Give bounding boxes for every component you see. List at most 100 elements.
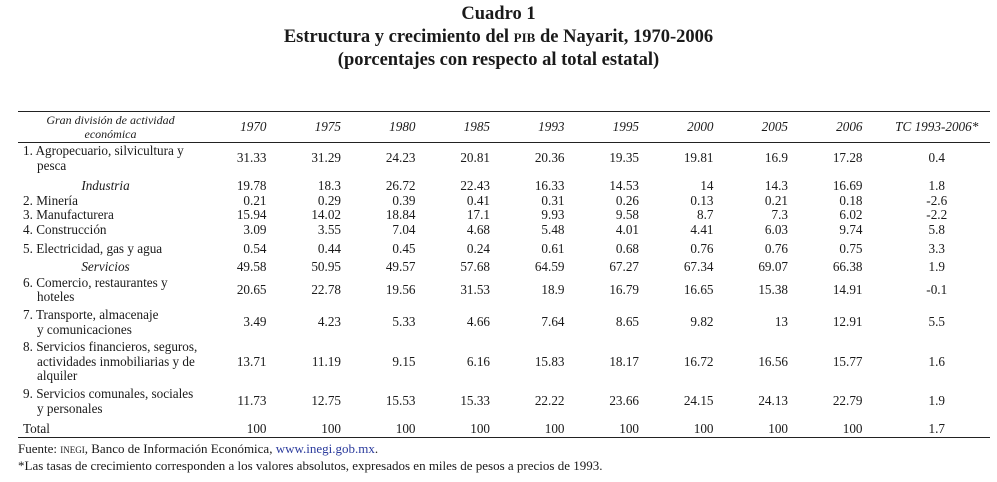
value-cell: 16.72	[683, 353, 714, 369]
value-cell: 7.3	[771, 207, 788, 223]
value-cell: 100	[395, 421, 416, 437]
value-cell: 9.82	[690, 314, 714, 330]
value-cell: 4.23	[317, 314, 341, 330]
header-activity-line1: Gran división de actividad	[46, 113, 175, 127]
header-year: 1975	[314, 118, 341, 134]
activity-label-line: 4. Construcción	[23, 221, 107, 237]
header-year: 2000	[687, 118, 714, 134]
value-cell: 57.68	[460, 259, 490, 275]
header-year: 1993	[538, 118, 565, 134]
value-cell: 0.54	[243, 240, 267, 256]
value-cell: 67.34	[683, 259, 714, 275]
value-cell: 22.79	[832, 393, 863, 409]
table-row: Servicios 49.58 50.95 49.57 57.68 64.59 67.27 6…	[18, 256, 990, 275]
group-label: Industria	[18, 175, 213, 194]
activity-label-line: 1. Agropecuario, silvicultura y	[23, 143, 184, 158]
activity-label: 8. Servicios financieros, seguros, activi…	[18, 339, 213, 386]
growth-rate-cell: 1.9	[928, 259, 945, 275]
value-cell: 0.75	[839, 240, 863, 256]
activity-label: 4. Construcción	[18, 221, 213, 238]
value-cell: 16.9	[764, 150, 788, 166]
value-cell: 67.27	[609, 259, 639, 275]
value-cell: 14.53	[609, 178, 639, 194]
table-row: 2. Minería 0.21 0.29 0.39 0.41 0.31 0.26 0.13 0.…	[18, 192, 990, 209]
value-cell: 100	[544, 421, 565, 437]
gdp-structure-table: Gran división de actividad económica 1970…	[18, 111, 990, 438]
activity-label-line: 3. Manufacturera	[23, 207, 114, 223]
growth-rate-note: *Las tasas de crecimiento corresponden a…	[18, 458, 603, 473]
caption-title: Estructura y crecimiento del PIB de Naya…	[0, 26, 997, 49]
value-cell: 4.66	[466, 314, 490, 330]
growth-rate-cell: -2.6	[926, 192, 948, 208]
activity-label: Total	[18, 418, 213, 437]
value-cell: 26.72	[385, 178, 416, 194]
value-cell: 64.59	[534, 259, 565, 275]
value-cell: 24.23	[385, 150, 416, 166]
value-cell: 100	[693, 421, 714, 437]
table-row: 3. Manufacturera 15.94 14.02 18.84 17.1 9.93 9…	[18, 208, 990, 223]
activity-label-line: Industria	[81, 178, 130, 194]
table-row: 7. Transporte, almacenaje y comunicacione…	[18, 307, 990, 339]
caption-subtitle: (porcentajes con respecto al total estat…	[337, 50, 660, 70]
activity-label-line: 8. Servicios financieros, seguros,	[23, 339, 198, 355]
table-row: Industria 19.78 18.3 26.72 22.43 16.33 14.53 14…	[18, 175, 990, 194]
value-cell: 15.38	[758, 282, 788, 298]
value-cell: 20.81	[460, 150, 490, 166]
value-cell: 12.75	[311, 393, 341, 409]
value-cell: 100	[619, 421, 639, 437]
group-label: Servicios	[18, 256, 213, 275]
value-cell: 7.04	[392, 221, 416, 237]
growth-rate-cell: -0.1	[926, 282, 948, 298]
value-cell: 12.91	[832, 314, 863, 330]
growth-rate-cell: 1.9	[928, 393, 945, 409]
activity-label-line: 6. Comercio, restaurantes y	[23, 274, 168, 290]
value-cell: 16.79	[609, 282, 639, 298]
header-activity: Gran división de actividad económica	[18, 112, 213, 143]
value-cell: 20.65	[236, 282, 267, 298]
value-cell: 9.93	[541, 207, 565, 223]
value-cell: 20.36	[534, 150, 565, 166]
growth-rate-cell: 0.4	[928, 150, 945, 166]
header-year: 1980	[389, 118, 416, 134]
activity-label: 2. Minería	[18, 193, 213, 209]
growth-rate-cell: 3.3	[928, 240, 945, 256]
table-row: 5. Electricidad, gas y agua 0.54 0.44 0.45 0…	[18, 238, 990, 257]
growth-rate-cell: 1.8	[928, 178, 945, 194]
source-text: , Banco de Información Económica,	[84, 441, 276, 456]
value-cell: 4.41	[690, 221, 714, 237]
value-cell: 15.83	[534, 353, 565, 369]
source-link[interactable]: www.inegi.gob.mx	[275, 441, 375, 456]
value-cell: 11.19	[311, 353, 341, 369]
value-cell: 100	[321, 421, 341, 437]
value-cell: 16.56	[758, 353, 788, 369]
header-year: 1995	[612, 118, 639, 134]
activity-label: 1. Agropecuario, silvicultura y pesca	[18, 143, 213, 176]
value-cell: 0.31	[541, 192, 565, 208]
activity-label-line: Total	[23, 421, 50, 437]
value-cell: 31.53	[460, 282, 490, 298]
value-cell: 13.71	[236, 353, 267, 369]
caption-number: Cuadro 1	[461, 4, 536, 24]
growth-rate-cell: 1.7	[928, 421, 945, 437]
activity-label-line: 7. Transporte, almacenaje	[23, 306, 159, 322]
value-cell: 3.09	[243, 221, 267, 237]
table-header-row: Gran división de actividad económica 1970…	[18, 111, 990, 143]
header-year: 2005	[761, 118, 788, 134]
value-cell: 22.78	[311, 282, 341, 298]
value-cell: 7.64	[541, 314, 565, 330]
source-end: .	[374, 441, 379, 456]
activity-label-line: actividades inmobiliarias y de	[37, 353, 195, 369]
activity-label: 9. Servicios comunales, sociales y person…	[18, 386, 213, 418]
source-prefix: Fuente:	[18, 441, 61, 456]
value-cell: 14	[700, 178, 714, 194]
value-cell: 100	[842, 421, 863, 437]
value-cell: 49.58	[236, 259, 267, 275]
value-cell: 15.77	[832, 353, 863, 369]
value-cell: 31.33	[236, 150, 267, 166]
table-row: 1. Agropecuario, silvicultura y pesca 31.3…	[18, 143, 990, 176]
value-cell: 17.28	[832, 150, 863, 166]
value-cell: 0.61	[541, 240, 565, 256]
activity-label-line: y comunicaciones	[37, 321, 132, 337]
header-growth-rate: TC 1993-2006*	[895, 118, 979, 134]
activity-label-line: alquiler	[37, 368, 78, 384]
